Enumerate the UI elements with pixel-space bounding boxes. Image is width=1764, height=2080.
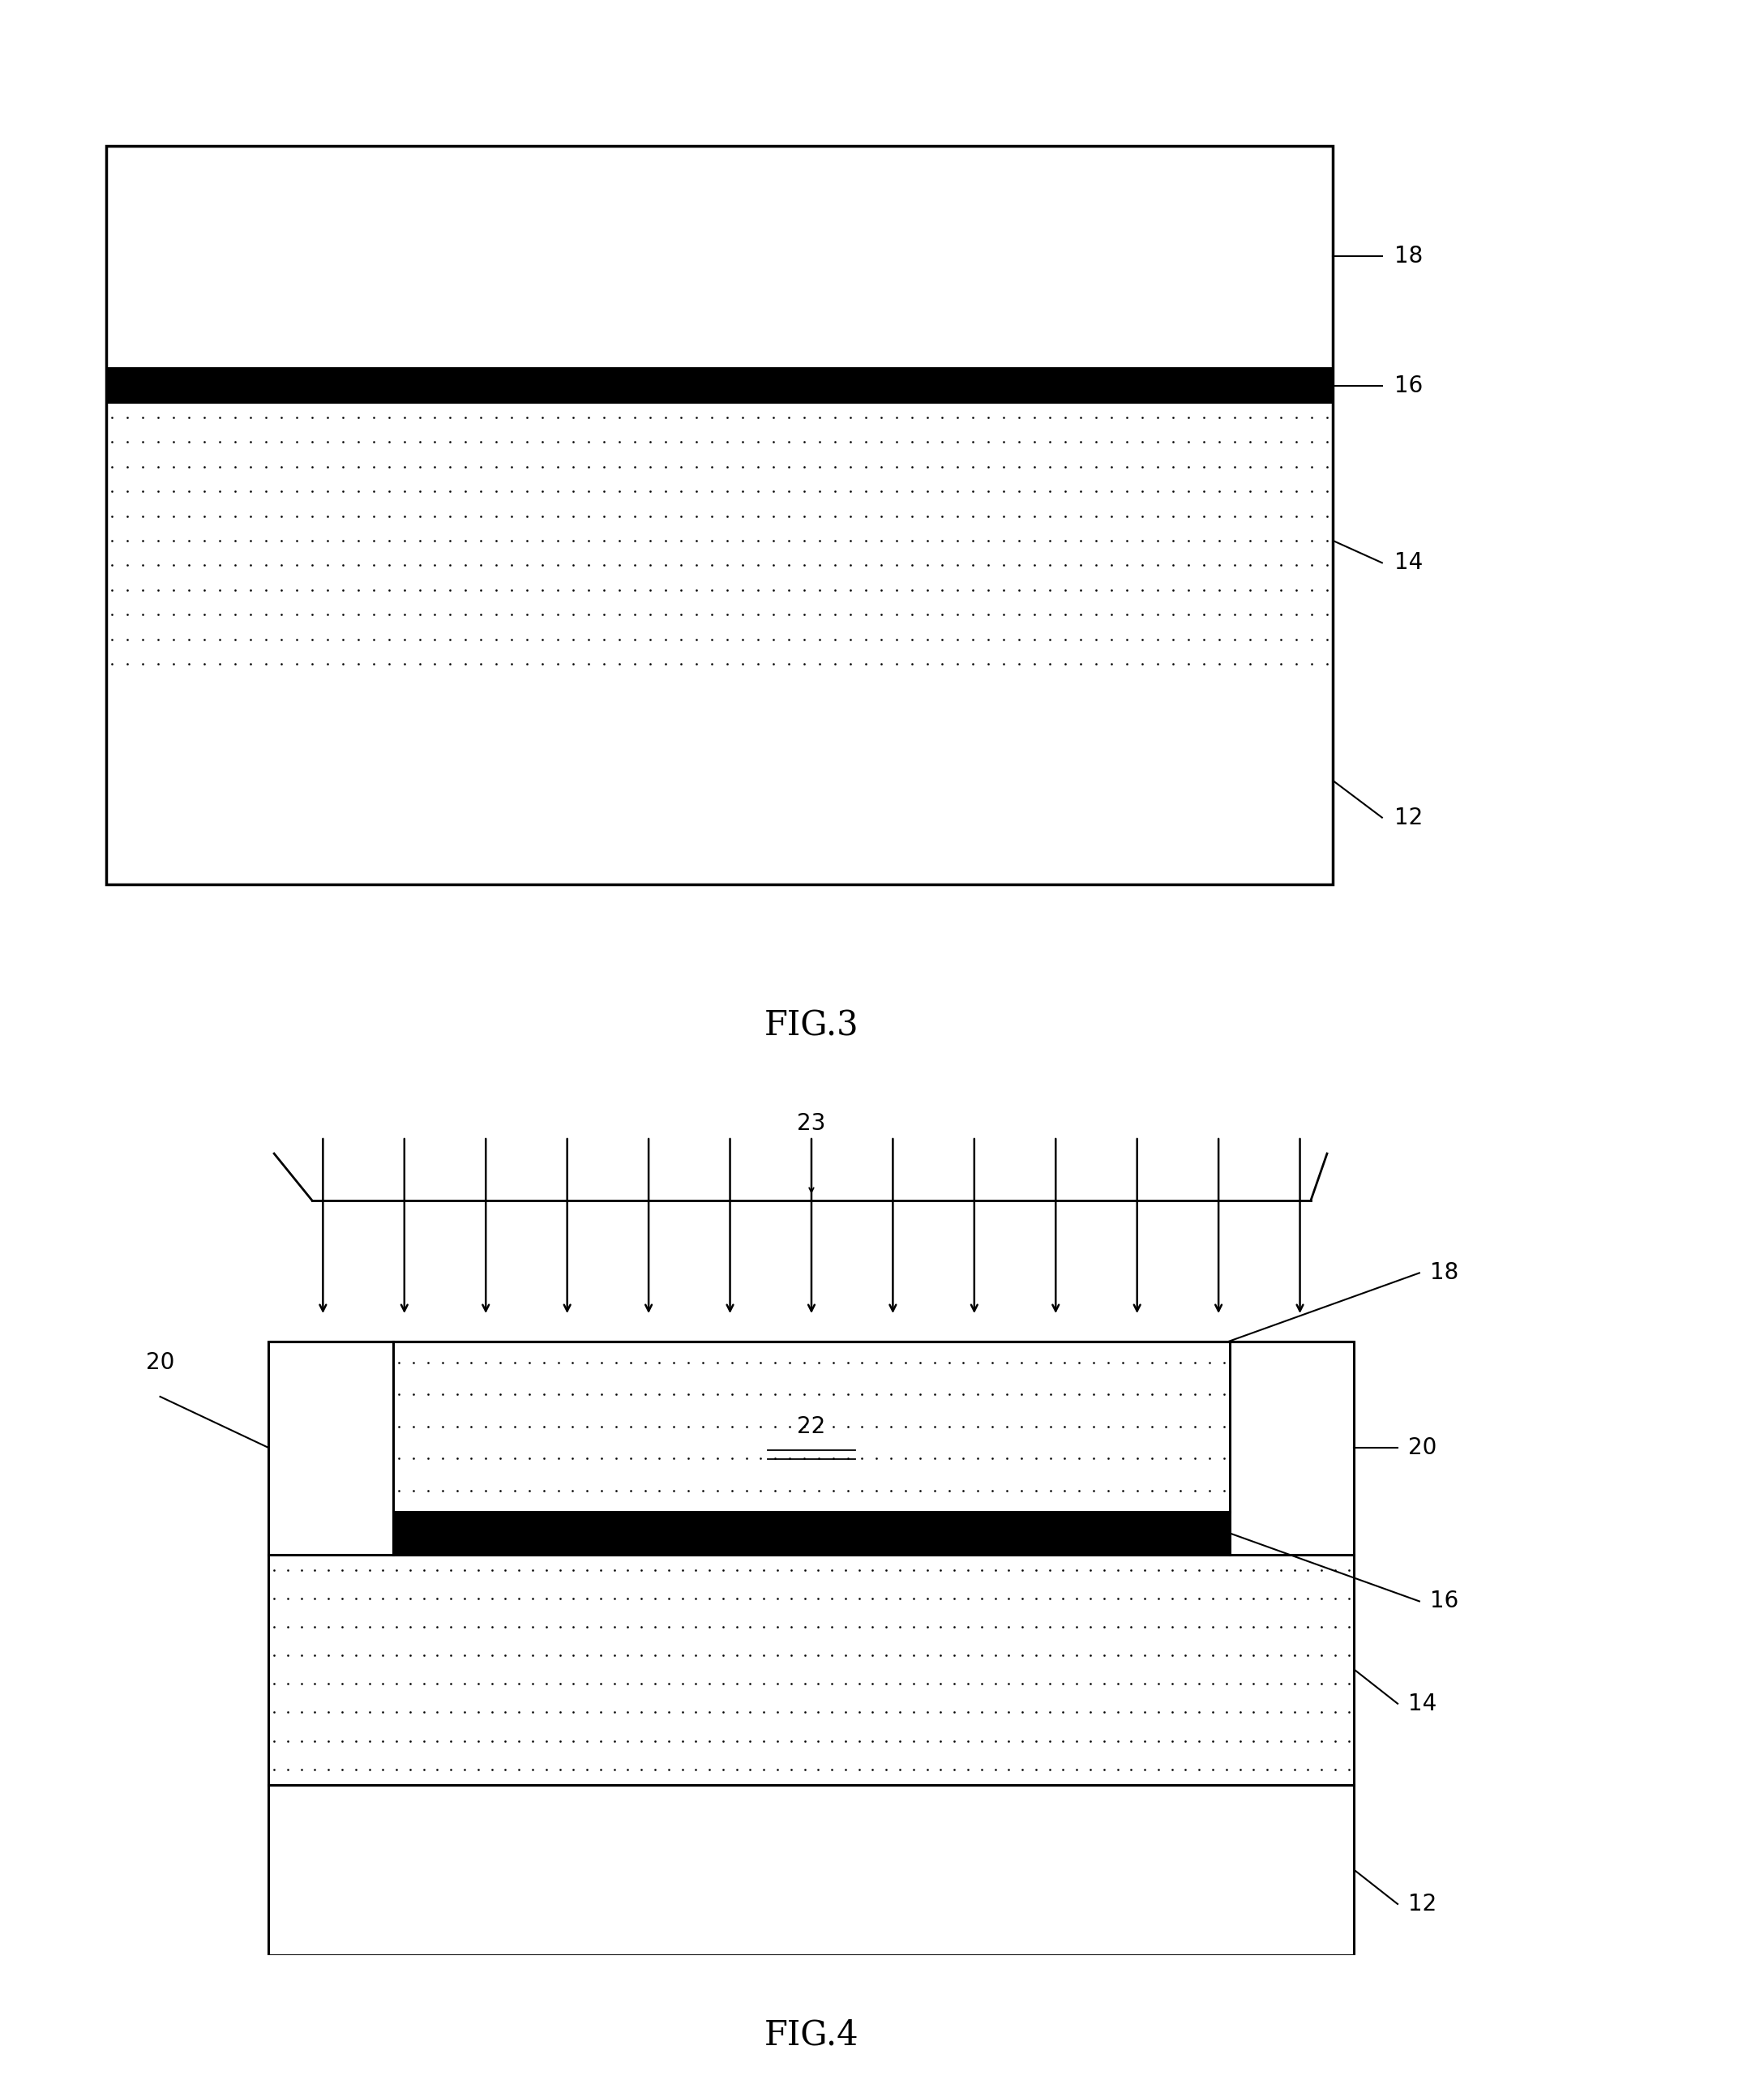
Bar	[393, 1512, 1230, 1554]
Text: FIG.4: FIG.4	[764, 2018, 859, 2051]
Bar	[106, 404, 1334, 678]
Bar	[393, 1342, 1230, 1512]
Bar	[268, 1342, 393, 1554]
Text: FIG.3: FIG.3	[764, 1009, 859, 1042]
Text: 22: 22	[797, 1414, 826, 1437]
Text: 18: 18	[1431, 1263, 1459, 1283]
Text: 14: 14	[1408, 1693, 1438, 1716]
Text: 16: 16	[1431, 1589, 1459, 1612]
Text: 23: 23	[797, 1113, 826, 1136]
Bar	[106, 146, 1334, 884]
Text: 16: 16	[1394, 374, 1424, 397]
Bar	[106, 146, 1334, 368]
Text: 12: 12	[1408, 1893, 1438, 1916]
Text: 20: 20	[1408, 1437, 1438, 1460]
Text: 18: 18	[1394, 245, 1424, 268]
Bar	[1230, 1342, 1355, 1554]
Text: 12: 12	[1394, 807, 1424, 830]
Bar	[268, 1785, 1355, 1955]
Bar	[106, 678, 1334, 884]
Bar	[106, 368, 1334, 404]
Text: 20: 20	[146, 1352, 175, 1375]
Text: 14: 14	[1394, 551, 1424, 574]
Bar	[268, 1554, 1355, 1785]
